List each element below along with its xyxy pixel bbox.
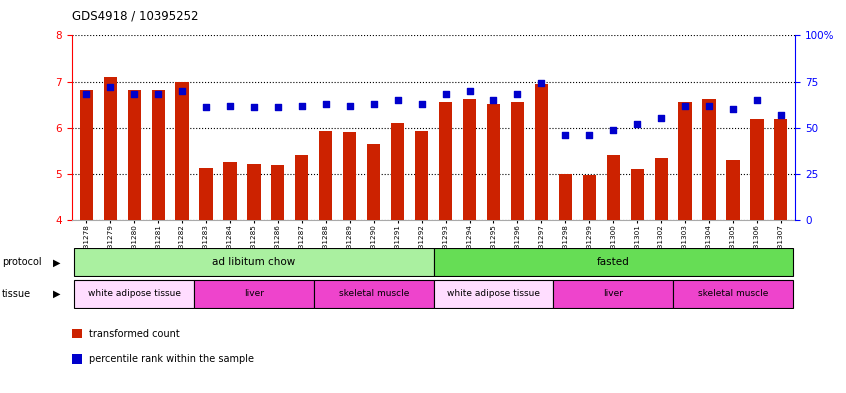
Text: ▶: ▶ <box>53 257 61 267</box>
Bar <box>80 90 93 220</box>
Bar <box>391 123 404 220</box>
Text: ad libitum chow: ad libitum chow <box>212 257 295 267</box>
Bar <box>558 174 572 220</box>
Bar <box>415 131 428 220</box>
Bar <box>433 280 553 308</box>
Point <box>726 106 739 112</box>
Point <box>630 121 644 127</box>
Bar <box>486 104 500 220</box>
Point <box>583 132 596 138</box>
Text: fasted: fasted <box>596 257 629 267</box>
Bar <box>175 82 189 220</box>
Bar <box>367 144 381 220</box>
Bar <box>774 119 788 220</box>
Bar <box>439 102 452 220</box>
Point <box>750 97 764 103</box>
Text: percentile rank within the sample: percentile rank within the sample <box>89 354 254 364</box>
Text: transformed count: transformed count <box>89 329 179 339</box>
Point <box>654 116 667 122</box>
Bar <box>702 99 716 220</box>
Bar <box>433 248 793 277</box>
Bar <box>630 169 644 220</box>
Point <box>223 103 237 109</box>
Bar <box>463 99 476 220</box>
Text: skeletal muscle: skeletal muscle <box>338 289 409 298</box>
Point <box>702 103 716 109</box>
Point <box>558 132 572 138</box>
Bar <box>553 280 673 308</box>
Point <box>774 112 788 118</box>
Bar <box>607 154 620 220</box>
Point <box>247 104 261 110</box>
Point <box>128 91 141 97</box>
Bar <box>223 162 237 220</box>
Text: skeletal muscle: skeletal muscle <box>698 289 768 298</box>
Text: liver: liver <box>603 289 624 298</box>
Bar <box>673 280 793 308</box>
Bar <box>343 132 356 220</box>
Point <box>103 84 117 90</box>
Bar <box>194 280 314 308</box>
Point <box>80 91 93 97</box>
Point <box>607 127 620 133</box>
Bar <box>583 175 596 220</box>
Bar <box>319 131 332 220</box>
Text: protocol: protocol <box>2 257 41 267</box>
Point <box>391 97 404 103</box>
Point <box>511 91 525 97</box>
Bar <box>655 158 667 220</box>
Bar <box>104 77 117 220</box>
Bar <box>74 280 194 308</box>
Point <box>367 101 381 107</box>
Bar <box>272 165 284 220</box>
Point <box>200 104 213 110</box>
Text: white adipose tissue: white adipose tissue <box>447 289 540 298</box>
Point <box>151 91 165 97</box>
Bar <box>200 168 212 220</box>
Point <box>486 97 500 103</box>
Bar <box>128 90 140 220</box>
Point <box>535 80 548 86</box>
Bar <box>511 102 524 220</box>
Bar <box>151 90 165 220</box>
Bar <box>750 119 763 220</box>
Point <box>319 101 332 107</box>
Text: white adipose tissue: white adipose tissue <box>88 289 181 298</box>
Point <box>271 104 284 110</box>
Bar <box>295 155 309 220</box>
Text: liver: liver <box>244 289 264 298</box>
Text: tissue: tissue <box>2 289 30 299</box>
Point <box>463 88 476 94</box>
Text: GDS4918 / 10395252: GDS4918 / 10395252 <box>72 10 199 23</box>
Point <box>678 103 692 109</box>
Bar <box>314 280 433 308</box>
Bar <box>535 84 548 220</box>
Point <box>295 103 309 109</box>
Bar <box>727 160 739 220</box>
Bar <box>678 102 692 220</box>
Bar <box>74 248 433 277</box>
Point <box>175 88 189 94</box>
Text: ▶: ▶ <box>53 289 61 299</box>
Point <box>415 101 428 107</box>
Bar <box>247 164 261 220</box>
Point <box>343 103 356 109</box>
Point <box>439 91 453 97</box>
